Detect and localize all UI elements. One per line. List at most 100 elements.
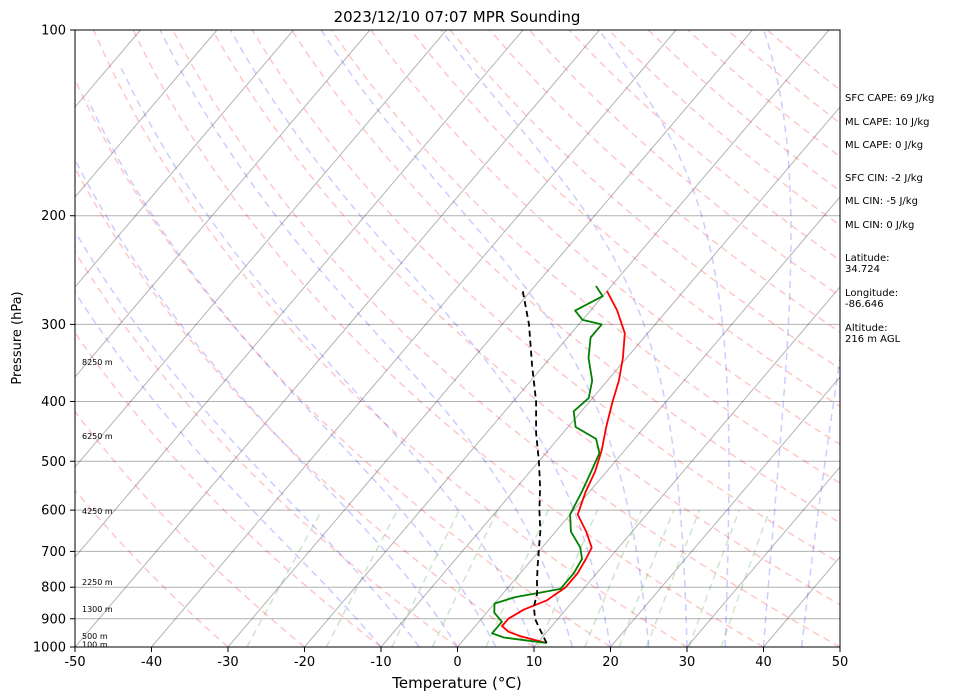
mixing-ratio-line xyxy=(618,509,675,647)
dry-adiabat-line xyxy=(75,489,229,647)
y-tick-label: 600 xyxy=(41,504,66,519)
moist-adiabat-line xyxy=(320,30,650,647)
isotherm-line xyxy=(686,466,840,647)
x-tick-label: -40 xyxy=(141,655,162,670)
moist-adiabat-line xyxy=(598,30,730,647)
height-label: 2250 m xyxy=(82,578,113,587)
isotherm-line xyxy=(75,30,600,647)
ml-cape-text: ML CAPE: 10 J/kg xyxy=(845,117,930,128)
ml-cin-text-2: ML CIN: 0 J/kg xyxy=(845,220,915,231)
dry-adiabat-line xyxy=(251,30,840,565)
dewpoint-profile-line xyxy=(491,285,604,644)
dry-adiabat-line xyxy=(92,30,688,647)
dry-adiabat-line xyxy=(75,250,458,647)
sounding-parameters-panel: SFC CAPE: 69 J/kg ML CAPE: 10 J/kg ML CA… xyxy=(845,0,954,700)
longitude-text: Longitude: -86.646 xyxy=(845,288,899,310)
x-axis-ticks: -50 -40 -30 -20 -10 0 10 20 30 40 50 xyxy=(64,647,848,670)
height-label: 4250 m xyxy=(82,507,113,516)
x-tick-label: -20 xyxy=(294,655,315,670)
x-tick-label: 50 xyxy=(832,655,849,670)
isotherm-line xyxy=(304,30,830,647)
x-tick-label: 30 xyxy=(679,655,696,670)
y-tick-label: 100 xyxy=(41,24,66,39)
y-tick-label: 700 xyxy=(41,545,66,560)
height-label: 8250 m xyxy=(82,358,113,367)
x-tick-label: -10 xyxy=(370,655,391,670)
x-tick-label: 40 xyxy=(755,655,772,670)
x-axis-label: Temperature (°C) xyxy=(391,674,521,692)
dry-adiabat-line xyxy=(172,30,840,647)
dry-adiabat-line xyxy=(75,331,382,647)
y-tick-label: 300 xyxy=(41,318,66,333)
horizontal-gridlines xyxy=(75,215,840,620)
moist-adiabat-line xyxy=(440,30,688,647)
y-tick-label: 800 xyxy=(41,581,66,596)
mixing-ratio-line xyxy=(645,509,701,647)
isotherm-line xyxy=(75,30,524,558)
x-tick-label: 0 xyxy=(453,655,461,670)
y-axis-label: Pressure (hPa) xyxy=(10,291,25,384)
isotherm-line xyxy=(75,30,294,288)
y-tick-label: 400 xyxy=(41,395,66,410)
height-label: 1300 m xyxy=(82,605,113,614)
isotherm-line xyxy=(75,30,447,468)
dry-adiabat-line xyxy=(132,30,764,647)
x-tick-label: 20 xyxy=(602,655,619,670)
isotherm-line xyxy=(75,30,371,378)
y-tick-label: 900 xyxy=(41,612,66,627)
background-lines xyxy=(75,30,840,647)
moist-adiabat-line xyxy=(75,229,420,647)
mixing-ratio-line xyxy=(537,509,599,647)
y-tick-label: 500 xyxy=(41,455,66,470)
moist-adiabat-line xyxy=(762,30,792,647)
isotherm-line xyxy=(227,30,753,647)
mixing-ratio-line xyxy=(391,509,461,647)
y-axis-ticks: 1000 900 800 700 600 500 400 300 200 100 xyxy=(33,24,75,656)
moist-adiabat-line xyxy=(229,30,612,647)
dry-adiabat-line xyxy=(211,30,840,606)
chart-title: 2023/12/10 07:07 MPR Sounding xyxy=(334,8,581,26)
x-tick-label: -30 xyxy=(217,655,238,670)
parcel-profile-line xyxy=(521,290,548,644)
dry-adiabat-line xyxy=(528,30,840,297)
mixing-ratio-line xyxy=(431,509,499,647)
isotherm-line xyxy=(457,196,840,647)
moist-adiabat-line xyxy=(120,67,535,647)
mixing-ratio-line xyxy=(325,509,399,647)
isotherm-line xyxy=(610,376,840,647)
temperature-profile-line xyxy=(501,290,626,644)
latitude-text: Latitude: 34.724 xyxy=(845,253,890,275)
mixing-ratio-line xyxy=(485,509,550,647)
height-label: 500 m xyxy=(82,632,108,641)
sounding-series xyxy=(491,285,626,644)
dry-adiabat-line xyxy=(410,30,840,408)
sfc-cape-text: SFC CAPE: 69 J/kg xyxy=(845,93,935,104)
ml-cin-text: ML CIN: -5 J/kg xyxy=(845,196,918,207)
altitude-text: Altitude: 216 m AGL xyxy=(845,323,901,345)
isotherm-line xyxy=(75,30,218,198)
moist-adiabat-line xyxy=(75,290,382,647)
dry-adiabat-line xyxy=(75,166,535,647)
moist-adiabat-line xyxy=(159,30,574,647)
dry-adiabat-line xyxy=(370,30,840,446)
isotherm-line xyxy=(151,30,677,647)
sfc-cin-text: SFC CIN: -2 J/kg xyxy=(845,173,923,184)
y-tick-label: 200 xyxy=(41,209,66,224)
moist-adiabat-line xyxy=(801,353,840,647)
plot-frame xyxy=(74,29,841,648)
mixing-ratio-line xyxy=(246,509,323,647)
dry-adiabat-line xyxy=(330,30,840,485)
mixing-ratio-line xyxy=(584,509,643,647)
x-tick-label: 10 xyxy=(526,655,543,670)
x-tick-label: -50 xyxy=(64,655,85,670)
mixing-ratio-line xyxy=(688,509,741,647)
dry-adiabat-line xyxy=(75,78,611,647)
isotherm-line xyxy=(533,286,840,647)
moist-adiabat-line xyxy=(75,158,459,647)
height-label: 6250 m xyxy=(82,432,113,441)
height-label: 100 m xyxy=(82,640,108,649)
dry-adiabat-line xyxy=(75,410,305,647)
ml-cape-text-2: ML CAPE: 0 J/kg xyxy=(845,140,924,151)
